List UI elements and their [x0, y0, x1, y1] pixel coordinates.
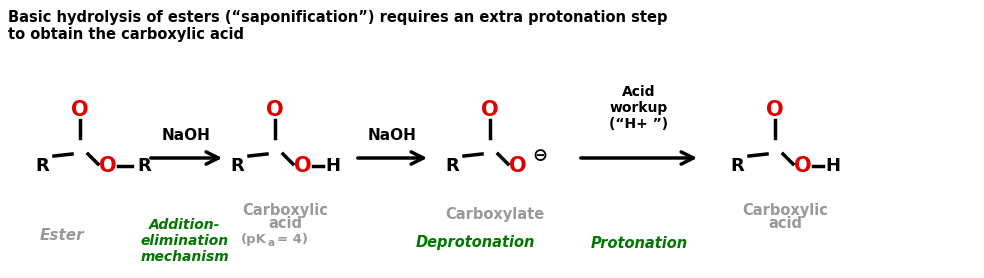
- Text: Carboxylic: Carboxylic: [242, 202, 328, 217]
- Text: O: O: [294, 156, 312, 176]
- Text: O: O: [267, 100, 283, 120]
- Text: O: O: [767, 100, 784, 120]
- Text: Ester: Ester: [39, 227, 85, 242]
- Text: Acid
workup
(“H+ ”): Acid workup (“H+ ”): [609, 85, 668, 131]
- Text: R: R: [137, 157, 151, 175]
- Text: a: a: [268, 238, 275, 248]
- Text: R: R: [445, 157, 459, 175]
- Text: H: H: [326, 157, 340, 175]
- Text: R: R: [35, 157, 49, 175]
- Text: Carboxylic: Carboxylic: [742, 202, 828, 217]
- Text: O: O: [481, 100, 499, 120]
- Text: Carboxylate: Carboxylate: [446, 207, 544, 222]
- Text: R: R: [230, 157, 244, 175]
- Text: H: H: [826, 157, 840, 175]
- Text: R: R: [730, 157, 744, 175]
- Text: Basic hydrolysis of esters (“saponification”) requires an extra protonation step: Basic hydrolysis of esters (“saponificat…: [8, 10, 667, 43]
- Text: O: O: [794, 156, 812, 176]
- Text: O: O: [99, 156, 117, 176]
- Text: ⊖: ⊖: [532, 147, 547, 165]
- Text: NaOH: NaOH: [368, 128, 417, 143]
- Text: Protonation: Protonation: [590, 235, 688, 250]
- Text: Deprotonation: Deprotonation: [415, 235, 534, 250]
- Text: Addition-
elimination
mechanism: Addition- elimination mechanism: [141, 218, 229, 264]
- Text: acid: acid: [268, 217, 302, 232]
- Text: acid: acid: [768, 217, 802, 232]
- Text: = 4): = 4): [277, 234, 308, 247]
- Text: O: O: [71, 100, 89, 120]
- Text: O: O: [509, 156, 526, 176]
- Text: (pK: (pK: [241, 234, 267, 247]
- Text: NaOH: NaOH: [162, 128, 211, 143]
